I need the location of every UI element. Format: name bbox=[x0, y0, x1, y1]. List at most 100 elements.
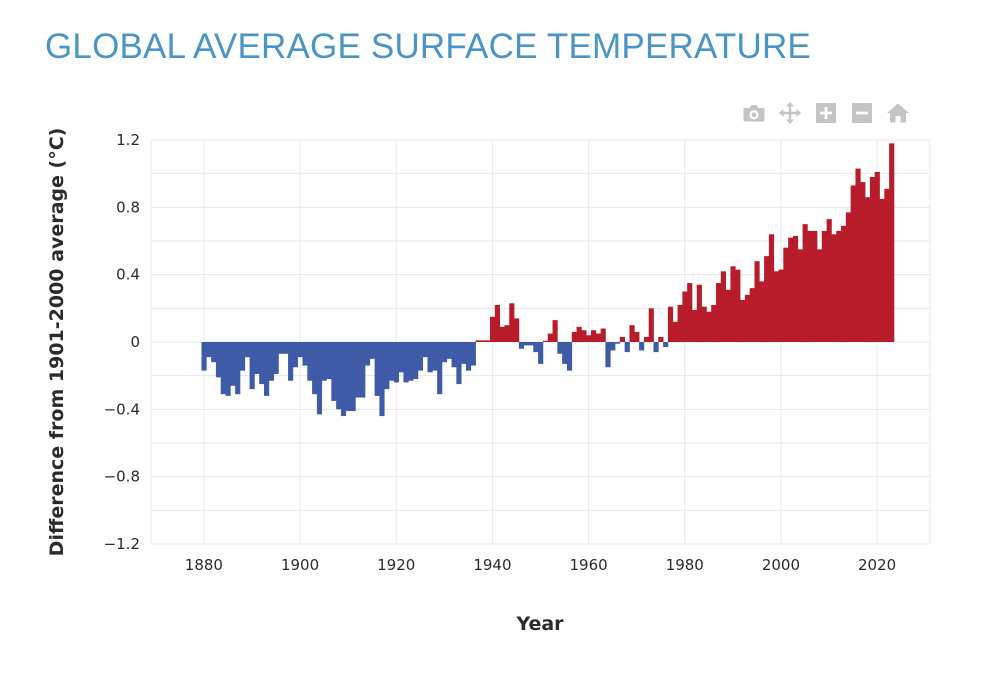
bar-1892[interactable] bbox=[259, 342, 265, 385]
bar-1948[interactable] bbox=[528, 342, 534, 346]
bar-1911[interactable] bbox=[350, 342, 356, 412]
bar-1931[interactable] bbox=[446, 342, 452, 359]
bar-1956[interactable] bbox=[566, 342, 573, 371]
bar-1951[interactable] bbox=[542, 340, 549, 342]
bar-1978[interactable] bbox=[672, 321, 678, 342]
bar-1940[interactable] bbox=[490, 316, 496, 342]
bar-1929[interactable] bbox=[437, 342, 443, 395]
bar-1985[interactable] bbox=[706, 311, 712, 342]
bar-1992[interactable] bbox=[740, 299, 746, 342]
bar-1886[interactable] bbox=[230, 342, 236, 386]
bar-1995[interactable] bbox=[754, 261, 760, 342]
bar-1965[interactable] bbox=[610, 342, 616, 351]
bar-1907[interactable] bbox=[331, 342, 337, 401]
bar-1897[interactable] bbox=[283, 342, 289, 354]
bar-2013[interactable] bbox=[841, 225, 847, 342]
bar-2008[interactable] bbox=[817, 249, 823, 342]
bar-2012[interactable] bbox=[836, 230, 842, 342]
bar-2006[interactable] bbox=[807, 230, 813, 342]
bar-2011[interactable] bbox=[831, 234, 837, 342]
bar-1891[interactable] bbox=[254, 342, 260, 374]
bar-1957[interactable] bbox=[571, 331, 577, 342]
bar-1887[interactable] bbox=[235, 342, 241, 395]
bar-1972[interactable] bbox=[643, 336, 650, 342]
bar-1996[interactable] bbox=[759, 281, 765, 342]
bar-1884[interactable] bbox=[220, 342, 226, 395]
bar-1925[interactable] bbox=[417, 342, 424, 371]
bar-1953[interactable] bbox=[552, 320, 558, 342]
bar-1989[interactable] bbox=[725, 289, 731, 342]
bar-1923[interactable] bbox=[408, 342, 414, 381]
bar-1977[interactable] bbox=[667, 306, 674, 342]
bar-1890[interactable] bbox=[249, 342, 255, 390]
bar-1961[interactable] bbox=[590, 330, 597, 342]
bar-2015[interactable] bbox=[850, 185, 856, 342]
bar-1990[interactable] bbox=[730, 266, 736, 342]
bar-1950[interactable] bbox=[538, 342, 544, 364]
bar-1900[interactable] bbox=[297, 342, 303, 358]
bar-1969[interactable] bbox=[629, 325, 635, 342]
bar-2004[interactable] bbox=[797, 249, 803, 342]
bar-1881[interactable] bbox=[206, 342, 212, 358]
bar-2010[interactable] bbox=[826, 219, 832, 342]
pan-button[interactable] bbox=[778, 101, 802, 125]
bar-1905[interactable] bbox=[321, 342, 327, 381]
bar-2021[interactable] bbox=[879, 198, 885, 342]
bar-1970[interactable] bbox=[634, 331, 640, 342]
bar-1899[interactable] bbox=[292, 342, 299, 368]
bar-1926[interactable] bbox=[422, 342, 428, 358]
bar-1914[interactable] bbox=[364, 342, 371, 366]
bar-1939[interactable] bbox=[485, 340, 491, 342]
bar-1979[interactable] bbox=[677, 304, 683, 342]
bar-2000[interactable] bbox=[778, 269, 784, 342]
home-button[interactable] bbox=[886, 101, 910, 125]
bar-1918[interactable] bbox=[384, 342, 390, 390]
bar-1980[interactable] bbox=[682, 291, 688, 343]
bar-1901[interactable] bbox=[302, 342, 308, 366]
bar-1893[interactable] bbox=[264, 342, 270, 396]
bar-1942[interactable] bbox=[499, 326, 505, 342]
bar-2003[interactable] bbox=[792, 235, 799, 342]
bar-1898[interactable] bbox=[288, 342, 294, 381]
bar-1924[interactable] bbox=[413, 342, 419, 380]
bar-1936[interactable] bbox=[470, 342, 476, 366]
bar-2023[interactable] bbox=[889, 143, 895, 342]
bar-1991[interactable] bbox=[735, 269, 741, 342]
zoom-in-button[interactable] bbox=[814, 101, 838, 125]
bar-1946[interactable] bbox=[518, 342, 525, 349]
bar-1955[interactable] bbox=[562, 342, 568, 364]
bar-1909[interactable] bbox=[340, 342, 347, 417]
bar-1971[interactable] bbox=[639, 342, 645, 351]
bar-1928[interactable] bbox=[432, 342, 438, 371]
bar-1999[interactable] bbox=[773, 271, 779, 342]
bar-1933[interactable] bbox=[456, 342, 462, 385]
bar-2017[interactable] bbox=[860, 182, 866, 342]
bar-1902[interactable] bbox=[307, 342, 313, 381]
bar-1987[interactable] bbox=[716, 283, 722, 342]
bar-1967[interactable] bbox=[619, 336, 625, 342]
bar-1938[interactable] bbox=[480, 340, 486, 342]
bar-2002[interactable] bbox=[788, 237, 794, 342]
bar-1904[interactable] bbox=[316, 342, 323, 415]
bar-1937[interactable] bbox=[475, 340, 481, 342]
bar-2016[interactable] bbox=[855, 168, 861, 342]
bar-1944[interactable] bbox=[509, 303, 515, 342]
bar-1964[interactable] bbox=[605, 342, 611, 368]
bar-1903[interactable] bbox=[312, 342, 318, 395]
bar-1981[interactable] bbox=[687, 283, 693, 342]
bar-1952[interactable] bbox=[547, 333, 553, 342]
bar-1921[interactable] bbox=[398, 342, 404, 373]
bar-1906[interactable] bbox=[326, 342, 332, 380]
bar-2020[interactable] bbox=[874, 171, 880, 342]
bar-2014[interactable] bbox=[845, 212, 852, 342]
bar-1998[interactable] bbox=[768, 234, 775, 342]
bar-2018[interactable] bbox=[865, 197, 871, 342]
bar-1975[interactable] bbox=[658, 336, 664, 342]
bar-1917[interactable] bbox=[379, 342, 385, 417]
bar-1896[interactable] bbox=[278, 342, 284, 354]
bar-1930[interactable] bbox=[441, 342, 448, 363]
bar-1888[interactable] bbox=[239, 342, 246, 371]
bar-1941[interactable] bbox=[494, 304, 500, 342]
bar-1912[interactable] bbox=[355, 342, 361, 398]
bar-1958[interactable] bbox=[576, 326, 582, 342]
